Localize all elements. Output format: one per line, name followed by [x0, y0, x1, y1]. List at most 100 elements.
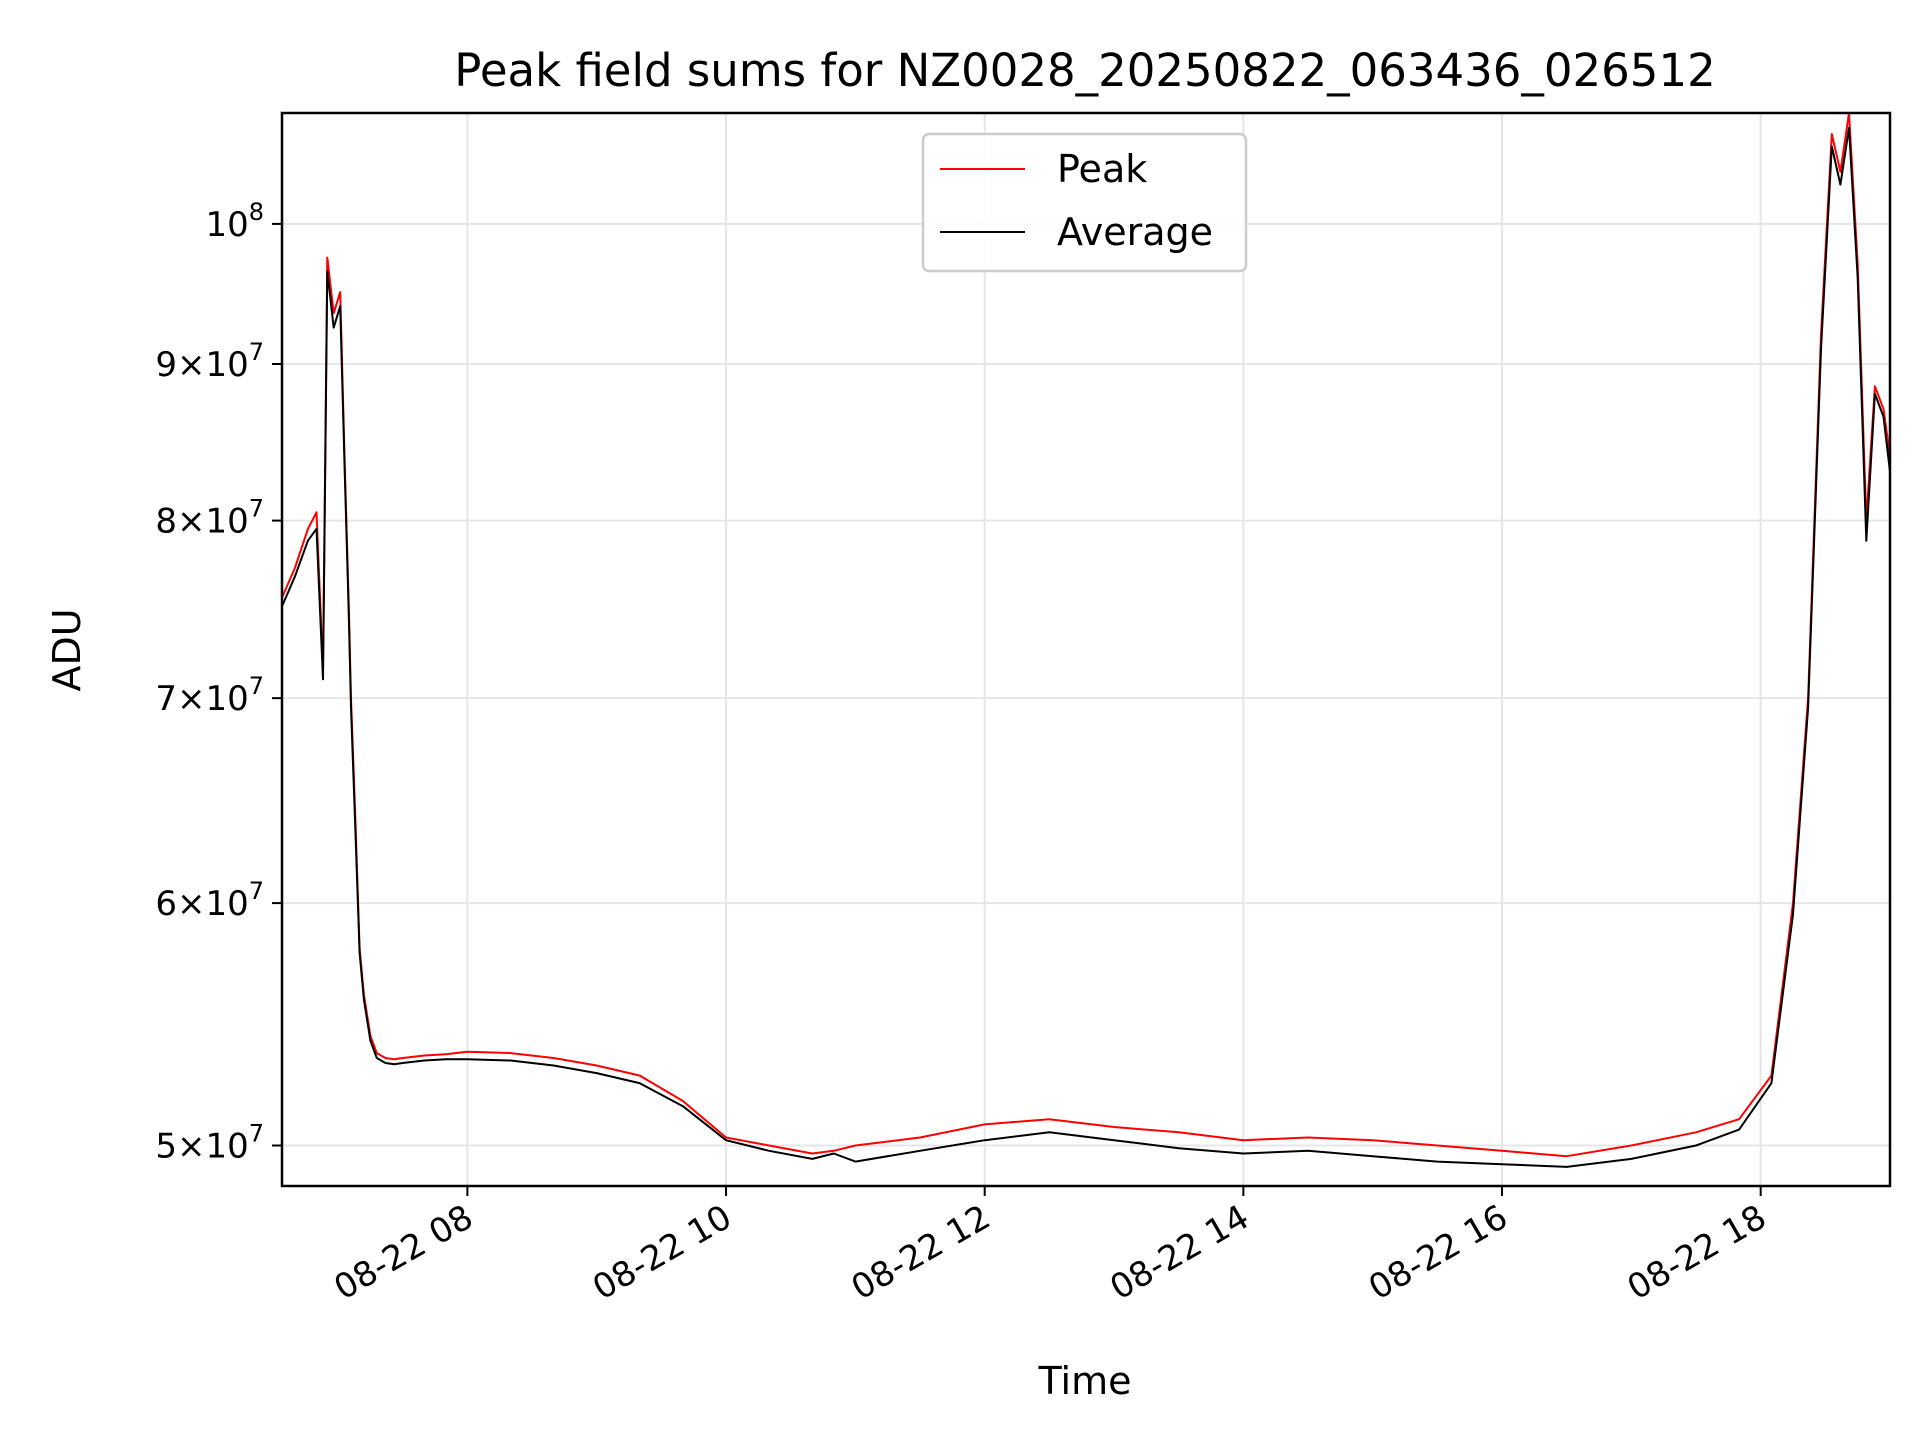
data-point-peak — [509, 1052, 512, 1054]
data-point-average — [1856, 277, 1859, 279]
data-point-peak — [445, 1053, 447, 1056]
data-point-peak — [639, 1074, 641, 1077]
data-point-average — [1436, 1160, 1439, 1163]
legend-label-peak: Peak — [1057, 147, 1147, 191]
data-point-average — [393, 1063, 395, 1066]
data-point-average — [326, 270, 329, 273]
data-point-peak — [466, 1051, 469, 1053]
data-point-peak — [1048, 1118, 1051, 1120]
y-tick-label: 108 — [205, 198, 264, 245]
legend: Peak Average — [921, 132, 1248, 273]
data-point-average — [1501, 1163, 1503, 1166]
data-point-average — [854, 1160, 857, 1163]
data-point-peak — [1307, 1136, 1309, 1139]
data-point-peak — [983, 1123, 986, 1126]
data-point-average — [369, 1039, 372, 1042]
data-point-average — [1770, 1082, 1773, 1084]
x-tick-label: 08-22 12 — [845, 1197, 997, 1308]
data-point-peak — [376, 1052, 378, 1054]
x-tick-label: 08-22 14 — [1103, 1197, 1255, 1308]
data-point-average — [811, 1158, 814, 1160]
data-point-average — [1695, 1144, 1697, 1147]
chart-title: Peak field sums for NZ0028_20250822_0634… — [454, 44, 1715, 97]
data-point-peak — [1831, 133, 1833, 135]
data-point-average — [1177, 1147, 1180, 1149]
data-point-average — [919, 1150, 921, 1152]
data-point-peak — [401, 1057, 404, 1059]
data-point-average — [768, 1150, 770, 1152]
data-point-average — [1874, 393, 1876, 395]
data-point-average — [1242, 1152, 1245, 1155]
data-point-average — [1831, 145, 1833, 148]
data-point-average — [315, 528, 318, 530]
data-point-peak — [1113, 1126, 1115, 1128]
data-point-average — [401, 1062, 404, 1064]
data-point-peak — [1371, 1139, 1374, 1141]
data-point-peak — [326, 256, 329, 259]
data-point-peak — [811, 1152, 814, 1155]
series-layer — [281, 112, 1891, 1168]
data-point-average — [343, 462, 346, 465]
y-tick-label: 6×107 — [155, 877, 264, 924]
data-point-average — [445, 1058, 447, 1061]
data-point-peak — [1874, 385, 1876, 388]
data-point-average — [354, 826, 357, 829]
data-point-peak — [294, 567, 296, 569]
data-point-average — [1048, 1131, 1051, 1134]
data-point-peak — [315, 511, 318, 514]
data-point-peak — [1630, 1144, 1633, 1147]
data-point-average — [412, 1060, 415, 1063]
data-point-average — [1565, 1166, 1568, 1168]
legend-label-average: Average — [1057, 210, 1213, 254]
data-point-average — [1865, 539, 1868, 542]
data-point-average — [1738, 1128, 1740, 1131]
data-point-peak — [1882, 408, 1885, 410]
data-point-average — [1630, 1158, 1633, 1160]
y-tick-label: 9×107 — [155, 338, 264, 385]
data-point-average — [725, 1139, 727, 1141]
data-point-peak — [1839, 170, 1842, 173]
y-axis-label: ADU — [45, 608, 89, 691]
data-point-average — [509, 1059, 512, 1062]
data-point-average — [1820, 348, 1822, 351]
data-point-average — [363, 998, 365, 1001]
data-point-peak — [1242, 1139, 1245, 1141]
data-point-peak — [682, 1100, 684, 1102]
data-point-average — [983, 1139, 986, 1141]
grid — [282, 113, 1890, 1186]
data-point-peak — [1177, 1131, 1180, 1134]
data-point-average — [552, 1064, 555, 1067]
data-point-average — [384, 1062, 387, 1064]
data-point-peak — [1738, 1118, 1740, 1120]
data-point-average — [1371, 1155, 1374, 1157]
data-point-peak — [595, 1064, 598, 1067]
data-point-average — [322, 678, 324, 681]
data-point-average — [294, 575, 296, 578]
data-point-average — [358, 951, 361, 954]
data-point-peak — [307, 528, 309, 530]
data-point-average — [1792, 913, 1794, 916]
data-point-peak — [1501, 1150, 1503, 1152]
data-point-peak — [384, 1057, 387, 1059]
data-point-average — [350, 706, 352, 709]
data-point-peak — [332, 312, 335, 315]
data-point-peak — [919, 1136, 921, 1139]
y-axis-ticks: 5×107 6×107 7×107 8×107 9×107 108 — [155, 198, 282, 1167]
data-point-average — [682, 1105, 684, 1108]
data-point-peak — [339, 291, 341, 293]
data-point-peak — [412, 1055, 415, 1058]
y-tick-label: 8×107 — [155, 495, 264, 542]
x-axis-ticks: 08-22 08 08-22 10 08-22 12 08-22 14 08-22 16… — [327, 1186, 1773, 1308]
y-tick-label: 5×107 — [155, 1120, 264, 1167]
data-point-peak — [1565, 1155, 1568, 1157]
data-point-peak — [393, 1058, 395, 1061]
data-point-peak — [1695, 1131, 1697, 1134]
data-point-average — [348, 614, 350, 617]
data-point-peak — [423, 1054, 426, 1057]
data-point-average — [1113, 1139, 1115, 1141]
data-point-average — [1882, 415, 1885, 418]
data-point-average — [1848, 126, 1850, 129]
data-point-average — [595, 1072, 598, 1074]
